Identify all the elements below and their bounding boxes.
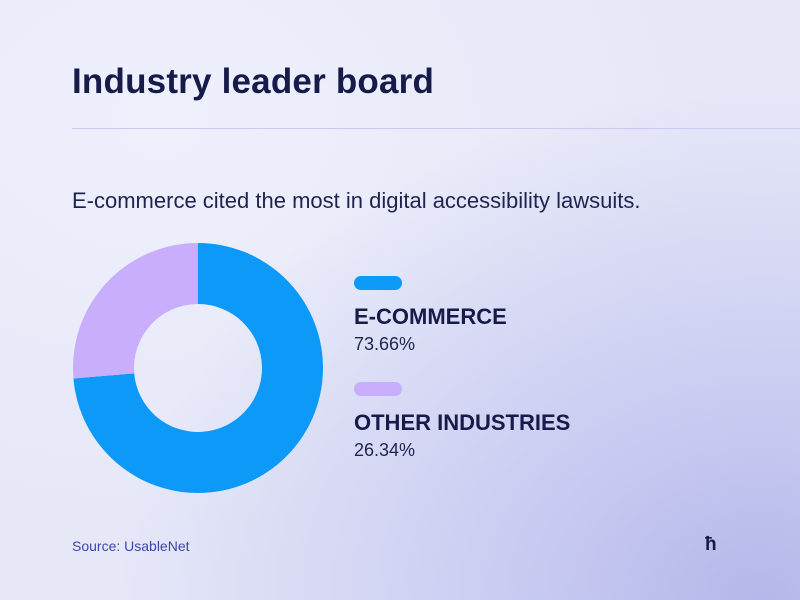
legend-swatch-ecommerce	[354, 276, 402, 290]
legend-item-other-industries: OTHER INDUSTRIES 26.34%	[354, 382, 570, 462]
legend-label-other-industries: OTHER INDUSTRIES	[354, 410, 571, 435]
brand-logo-icon: ћ	[705, 534, 717, 555]
legend-value-ecommerce: 73.66%	[354, 334, 416, 354]
legend-swatch-other-industries	[354, 382, 402, 396]
donut-slice-ecommerce	[73, 243, 324, 493]
page-title: Industry leader board	[72, 62, 435, 101]
donut-slice-other-industries	[73, 243, 198, 379]
source-note: Source: UsableNet	[72, 538, 190, 554]
legend-label-ecommerce: E-COMMERCE	[354, 304, 507, 329]
legend-item-ecommerce: E-COMMERCE 73.66%	[354, 276, 570, 356]
donut-chart	[73, 243, 324, 493]
legend-value-other-industries: 26.34%	[354, 440, 416, 460]
chart-subtitle: E-commerce cited the most in digital acc…	[72, 188, 641, 213]
divider	[72, 128, 800, 129]
chart-legend: E-COMMERCE 73.66% OTHER INDUSTRIES 26.34…	[354, 276, 570, 488]
